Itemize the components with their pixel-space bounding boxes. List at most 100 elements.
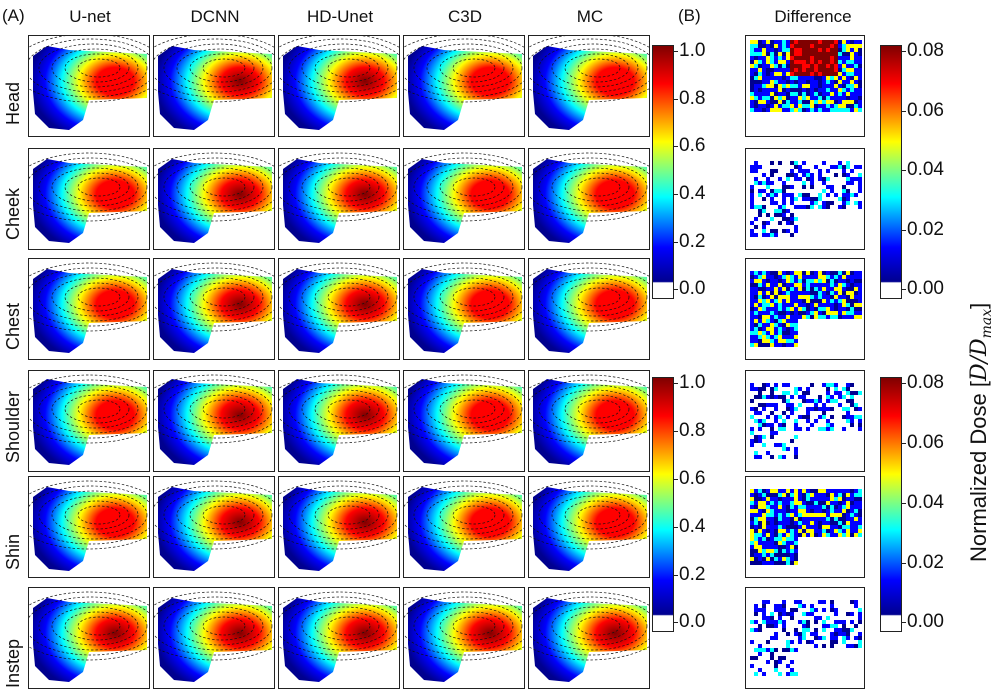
difference-pixel (838, 88, 842, 92)
difference-pixel (762, 275, 766, 279)
difference-pixel (834, 311, 838, 315)
difference-pixel (774, 343, 778, 347)
isodose-contour (564, 282, 630, 312)
difference-pixel (762, 173, 766, 177)
difference-pixel (846, 68, 850, 72)
difference-pixel (754, 545, 758, 549)
difference-pixel (766, 213, 770, 217)
difference-pixel (770, 505, 774, 509)
difference-pixel (830, 640, 834, 644)
difference-pixel (798, 387, 802, 391)
difference-pixel (790, 493, 794, 497)
dose-colorbar-bottom-tick-mark (673, 478, 678, 480)
difference-pixel (846, 636, 850, 640)
difference-pixel (842, 291, 846, 295)
difference-pixel (782, 517, 786, 521)
difference-pixel (754, 525, 758, 529)
difference-pixel (846, 161, 850, 165)
difference-pixel (758, 608, 762, 612)
difference-pixel (810, 505, 814, 509)
difference-pixel (750, 557, 754, 561)
difference-pixel (842, 315, 846, 319)
difference-pixel (806, 96, 810, 100)
difference-pixel (846, 295, 850, 299)
difference-pixel (794, 283, 798, 287)
isodose-contour (288, 162, 398, 212)
column-header-unet: U-net (69, 7, 111, 26)
difference-pixel (754, 549, 758, 553)
difference-pixel (766, 497, 770, 501)
difference-pixel (838, 513, 842, 517)
difference-pixel (754, 435, 758, 439)
difference-pixel (774, 529, 778, 533)
difference-pixel (802, 104, 806, 108)
difference-pixel (822, 68, 826, 72)
difference-pixel (822, 493, 826, 497)
isodose-contour (314, 282, 380, 312)
difference-pixel (830, 80, 834, 84)
difference-pixel (774, 624, 778, 628)
difference-pixel (790, 72, 794, 76)
difference-pixel (790, 283, 794, 287)
difference-pixel (822, 497, 826, 501)
difference-pixel (850, 68, 854, 72)
difference-colorbar-bottom-tick-label: 0.06 (907, 431, 944, 453)
difference-pixel (842, 96, 846, 100)
difference-pixel (822, 48, 826, 52)
isodose-contour (452, 616, 496, 636)
difference-pixel (846, 407, 850, 411)
difference-pixel (814, 299, 818, 303)
difference-pixel (750, 271, 754, 275)
difference-pixel (846, 415, 850, 419)
difference-pixel (798, 395, 802, 399)
difference-pixel (762, 331, 766, 335)
difference-pixel (814, 104, 818, 108)
difference-pixel (774, 319, 778, 323)
difference-pixel (814, 311, 818, 315)
difference-pixel (854, 525, 858, 529)
difference-pixel (810, 52, 814, 56)
difference-pixel (842, 505, 846, 509)
difference-pixel (762, 545, 766, 549)
difference-pixel (850, 52, 854, 56)
difference-pixel (758, 279, 762, 283)
difference-pixel (846, 279, 850, 283)
difference-pixel (838, 56, 842, 60)
difference-pixel (778, 271, 782, 275)
difference-pixel (834, 271, 838, 275)
difference-pixel (858, 279, 862, 283)
difference-pixel (754, 335, 758, 339)
difference-pixel (786, 52, 790, 56)
dose-colorbar-bottom-tick-label: 1.0 (679, 372, 706, 393)
difference-pixel (794, 205, 798, 209)
difference-pixel (834, 525, 838, 529)
difference-pixel (822, 600, 826, 604)
difference-pixel (754, 529, 758, 533)
dose-map-shin-c3d (403, 476, 525, 578)
difference-pixel (810, 399, 814, 403)
difference-pixel (794, 229, 798, 233)
difference-pixel (826, 72, 830, 76)
difference-pixel (770, 529, 774, 533)
difference-pixel (774, 271, 778, 275)
difference-pixel (858, 299, 862, 303)
difference-pixel (754, 411, 758, 415)
difference-pixel (794, 56, 798, 60)
difference-pixel (810, 40, 814, 44)
difference-pixel (854, 92, 858, 96)
difference-pixel (806, 391, 810, 395)
difference-pixel (842, 295, 846, 299)
difference-pixel (790, 315, 794, 319)
difference-pixel (774, 104, 778, 108)
difference-map-cheek (745, 148, 865, 250)
difference-pixel (754, 165, 758, 169)
difference-pixel (818, 44, 822, 48)
difference-pixel (762, 52, 766, 56)
isodose-contour (77, 287, 121, 307)
difference-pixel (850, 279, 854, 283)
difference-pixel (782, 181, 786, 185)
difference-pixel (774, 431, 778, 435)
difference-pixel (810, 513, 814, 517)
difference-pixel (858, 644, 862, 648)
difference-pixel (830, 493, 834, 497)
